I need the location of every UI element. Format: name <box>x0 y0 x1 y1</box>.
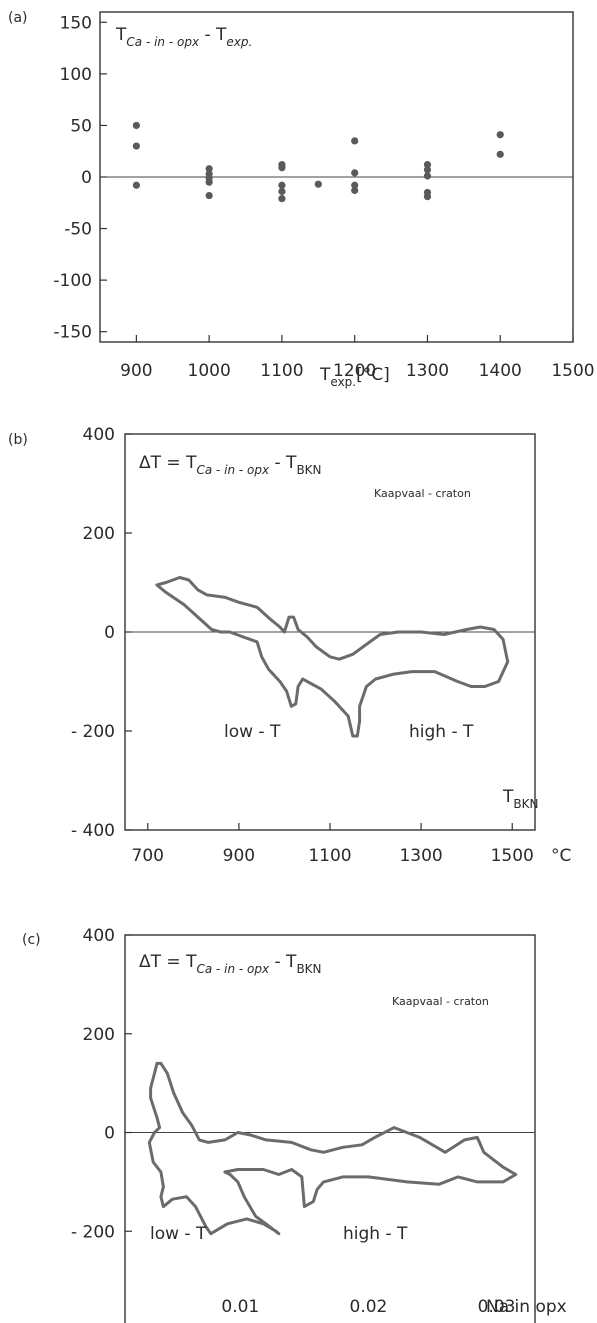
data-point <box>278 164 286 172</box>
panel-a-x-tick-label: 1000 <box>188 361 231 381</box>
panel-b-y-tick-label: 400 <box>83 425 115 445</box>
panel-b-x-tick-label: 1300 <box>399 846 442 866</box>
panel-a: (a) 150 100 50 0 -50 -100 -150 900 1000 1100 1200… <box>8 10 595 389</box>
panel-b-y-tick-label: - 200 <box>71 722 115 742</box>
data-point <box>205 178 213 186</box>
panel-c: (c) 400 200 0 - 200 - 400 0.01 0.02 0.03 ΔT = … <box>22 926 567 1323</box>
panel-a-x-axis: 900 1000 1100 1200 1300 1400 1500 <box>120 335 595 381</box>
panel-a-x-tick-label: 1300 <box>406 361 449 381</box>
panel-c-x-tick-label: 0.02 <box>350 1297 388 1317</box>
data-point <box>205 165 213 173</box>
panel-a-x-tick-label: 1500 <box>551 361 594 381</box>
panel-c-y-tick-label: - 200 <box>71 1222 115 1242</box>
panel-c-x-axis: 0.01 0.02 0.03 <box>221 1297 516 1317</box>
panel-b-y-tick-label: - 400 <box>71 821 115 841</box>
panel-b-label: (b) <box>8 432 28 448</box>
data-point <box>423 192 432 201</box>
data-point <box>351 169 359 177</box>
panel-a-annotation: TCa - in - opx - Texp. <box>115 25 252 49</box>
panel-a-y-tick-label: 0 <box>81 168 92 188</box>
data-point <box>496 150 504 158</box>
data-point <box>423 161 432 169</box>
panel-b-x-tick-label: 1100 <box>308 846 351 866</box>
panel-b-y-tick-label: 0 <box>104 623 115 643</box>
panel-a-y-axis: 150 100 50 0 -50 -100 -150 <box>53 13 107 343</box>
panel-b-y-tick-label: 200 <box>83 524 115 544</box>
data-point <box>496 131 504 139</box>
data-point <box>351 181 359 189</box>
panel-a-y-tick-label: -100 <box>53 271 92 291</box>
panel-c-high-t-label: high - T <box>343 1224 408 1244</box>
panel-b-x-label: TBKN <box>502 787 538 811</box>
panel-a-x-tick-label: 1200 <box>333 361 376 381</box>
panel-c-y-tick-label: 200 <box>83 1025 115 1045</box>
panel-c-y-tick-label: 400 <box>83 926 115 946</box>
panel-a-y-tick-label: 50 <box>70 116 92 136</box>
panel-b-x-unit: °C <box>551 846 571 866</box>
panel-b-high-t-label: high - T <box>409 722 474 742</box>
panel-a-x-tick-label: 1100 <box>260 361 303 381</box>
data-point <box>423 172 432 180</box>
panel-c-x-tick-label: 0.03 <box>478 1297 516 1317</box>
data-point <box>423 166 432 174</box>
panel-c-label: (c) <box>22 932 41 948</box>
panel-a-points <box>132 121 504 203</box>
panel-c-y-tick-label: 0 <box>104 1124 115 1144</box>
data-point <box>205 191 213 200</box>
panel-b-low-t-label: low - T <box>224 722 281 742</box>
panel-b-x-tick-label: 1500 <box>491 846 534 866</box>
data-point <box>278 181 286 189</box>
data-point <box>314 180 322 188</box>
panel-a-x-tick-label: 900 <box>120 361 152 381</box>
panel-a-y-tick-label: 150 <box>60 13 92 33</box>
data-point <box>132 181 140 189</box>
panel-c-y-tick-label: - 400 <box>71 1321 115 1323</box>
panel-a-x-label: Texp.[°C] <box>319 365 390 389</box>
panel-b-region-label: Kaapvaal - craton <box>374 487 471 500</box>
data-point <box>132 121 140 130</box>
panel-b-x-tick-label: 700 <box>132 846 164 866</box>
data-point <box>278 187 286 196</box>
data-point <box>132 142 140 150</box>
panel-a-label: (a) <box>8 10 28 26</box>
panel-c-low-t-label: low - T <box>150 1224 207 1244</box>
panel-c-x-tick-label: 0.01 <box>221 1297 259 1317</box>
panel-a-x-tick-label: 1400 <box>479 361 522 381</box>
panel-b-x-axis: 700 900 1100 1300 1500 <box>132 823 534 866</box>
panel-c-y-axis: 400 200 0 - 200 - 400 <box>71 926 132 1323</box>
panel-b-outline <box>155 576 510 738</box>
panel-c-x-label: Na in opx <box>486 1297 567 1317</box>
panel-c-outline <box>147 1061 518 1236</box>
data-point <box>351 137 359 145</box>
panel-b-annotation: ΔT = TCa - in - opx - TBKN <box>139 453 322 477</box>
panel-a-y-tick-label: -150 <box>53 323 92 343</box>
panel-c-annotation: ΔT = TCa - in - opx - TBKN <box>139 952 322 976</box>
data-point <box>278 195 286 203</box>
panel-b-x-tick-label: 900 <box>223 846 255 866</box>
panel-a-y-tick-label: 100 <box>60 65 92 85</box>
panel-b-y-axis: 400 200 0 - 200 - 400 <box>71 425 132 841</box>
panel-b: (b) 400 200 0 - 200 - 400 700 900 1100 1300 1500… <box>8 425 571 866</box>
data-point <box>351 186 359 195</box>
panel-c-frame <box>124 934 536 1323</box>
panel-c-region-label: Kaapvaal - craton <box>392 995 489 1008</box>
panel-a-y-tick-label: -50 <box>64 220 92 240</box>
